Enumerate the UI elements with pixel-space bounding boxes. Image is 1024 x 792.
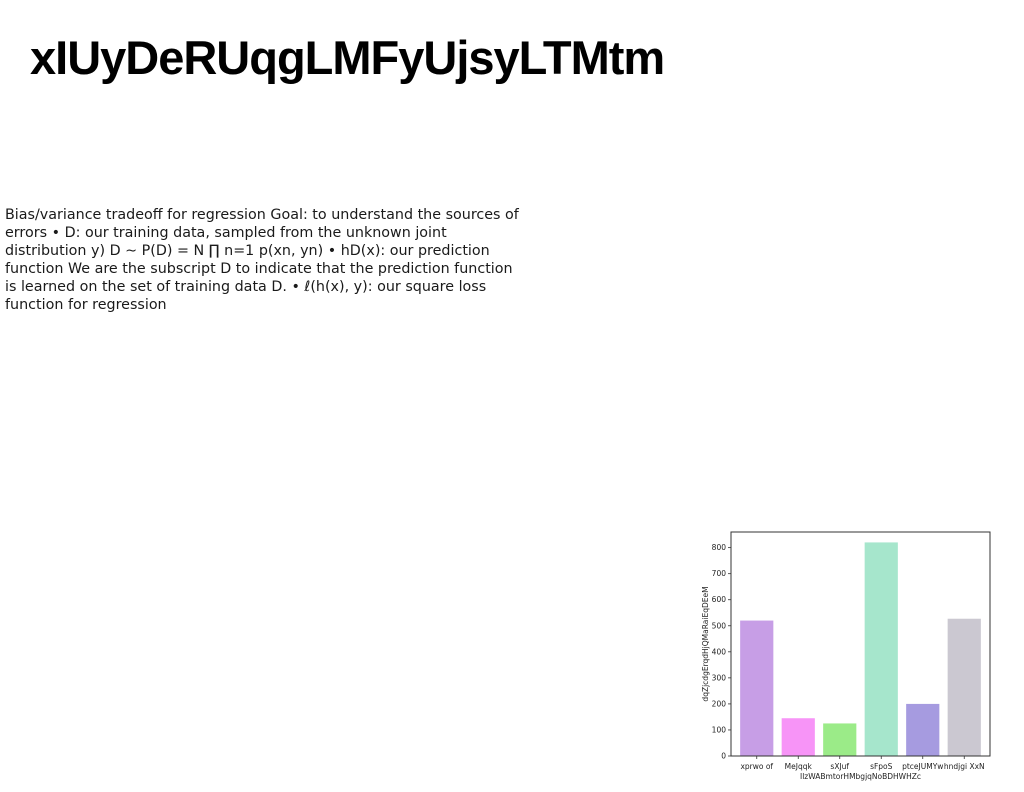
y-axis: 0 100 200 300 400 500 600 700 800 — [712, 543, 731, 761]
y-tick-label: 600 — [712, 595, 727, 604]
x-axis: xprwo of MeJqqk sXJuf sFpoS ptceJUMYw hndjgi … — [740, 756, 985, 771]
y-tick-label: 700 — [712, 569, 727, 578]
bar-6 — [947, 618, 981, 756]
x-axis-label: IlzWABmtorHMbgjqNoBDHWHZc — [800, 772, 921, 781]
bar-chart-svg: 0 100 200 300 400 500 600 700 800 xprwo of MeJqqk… — [701, 531, 991, 781]
bar-chart: 0 100 200 300 400 500 600 700 800 xprwo of MeJqqk… — [696, 526, 1006, 788]
slide-title: xIUyDeRUqgLMFyUjsyLTMtm — [30, 31, 665, 84]
x-tick-label: hndjgi XxN — [944, 762, 985, 771]
bar-3 — [823, 723, 857, 756]
x-tick-label: sFpoS — [870, 762, 893, 771]
y-tick-label: 300 — [712, 673, 727, 682]
y-tick-label: 200 — [712, 699, 727, 708]
y-axis-label: dqZjcdgErqdHjQMaRaiEqDEeM — [701, 586, 710, 701]
y-tick-label: 500 — [712, 621, 727, 630]
x-tick-label: MeJqqk — [785, 762, 813, 771]
y-tick-label: 0 — [721, 752, 726, 761]
x-tick-label: sXJuf — [830, 762, 849, 771]
y-tick-label: 400 — [712, 647, 727, 656]
plot-frame — [730, 531, 991, 757]
plot-area — [740, 542, 981, 756]
bar-4 — [864, 542, 898, 756]
bar-2 — [781, 718, 815, 756]
bar-5 — [906, 703, 940, 756]
slide-body-text: Bias/variance tradeoff for regression Go… — [5, 207, 519, 313]
y-tick-label: 800 — [712, 543, 727, 552]
bar-1 — [740, 620, 774, 756]
x-tick-label: ptceJUMYw — [902, 762, 943, 771]
y-tick-label: 100 — [712, 725, 727, 734]
x-tick-label: xprwo of — [740, 762, 773, 771]
